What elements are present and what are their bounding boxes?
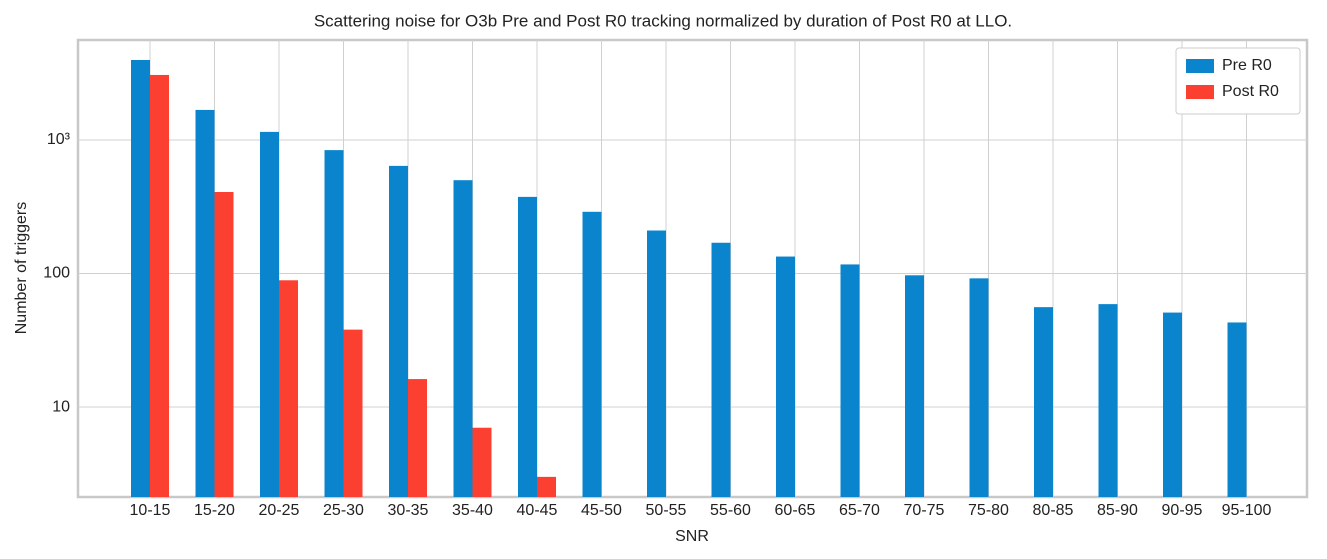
x-tick-label: 45-50 <box>581 502 622 519</box>
bar <box>453 180 473 498</box>
y-tick-label: 100 <box>43 265 70 282</box>
bar <box>969 278 989 497</box>
bar <box>343 329 363 497</box>
bar <box>1098 304 1118 497</box>
bar <box>260 131 279 497</box>
x-tick-label: 95-100 <box>1222 502 1272 519</box>
x-tick-label: 10-15 <box>130 502 171 519</box>
bar <box>472 427 492 497</box>
x-tick-label: 15-20 <box>194 502 235 519</box>
bar <box>905 275 924 497</box>
legend-label: Pre R0 <box>1222 57 1272 74</box>
bar <box>582 211 602 498</box>
legend-label: Post R0 <box>1222 83 1279 100</box>
bar <box>1034 307 1053 497</box>
x-tick-label: 75-80 <box>968 502 1009 519</box>
x-tick-label: 35-40 <box>452 502 493 519</box>
x-tick-label: 20-25 <box>259 502 300 519</box>
x-tick-label: 90-95 <box>1162 502 1203 519</box>
bar <box>324 150 344 497</box>
bar <box>647 230 666 497</box>
bar <box>518 196 537 497</box>
bar <box>195 109 215 497</box>
x-tick-label: 80-85 <box>1033 502 1074 519</box>
legend-swatch <box>1186 85 1214 99</box>
bar <box>214 191 234 497</box>
bar <box>150 74 169 498</box>
bar <box>776 256 795 497</box>
x-axis-label: SNR <box>675 528 709 545</box>
x-tick-label: 55-60 <box>710 502 751 519</box>
bar <box>408 379 427 497</box>
x-tick-label: 25-30 <box>323 502 364 519</box>
bar <box>711 242 731 497</box>
x-tick-label: 70-75 <box>904 502 945 519</box>
y-axis-label: Number of triggers <box>13 202 30 335</box>
bar <box>1163 312 1182 497</box>
bar <box>279 280 298 497</box>
x-tick-label: 85-90 <box>1097 502 1138 519</box>
bar <box>131 59 150 497</box>
y-tick-label: 10³ <box>47 131 71 148</box>
chart-title: Scattering noise for O3b Pre and Post R0… <box>314 11 1012 30</box>
x-tick-label: 60-65 <box>775 502 816 519</box>
x-tick-label: 30-35 <box>388 502 429 519</box>
bar <box>840 264 860 497</box>
x-tick-label: 40-45 <box>517 502 558 519</box>
bar <box>537 476 556 497</box>
x-tick-label: 65-70 <box>839 502 880 519</box>
legend-swatch <box>1186 59 1214 73</box>
x-tick-label: 50-55 <box>646 502 687 519</box>
bar <box>389 165 408 497</box>
bar <box>1227 322 1247 497</box>
y-tick-label: 10 <box>52 398 70 415</box>
